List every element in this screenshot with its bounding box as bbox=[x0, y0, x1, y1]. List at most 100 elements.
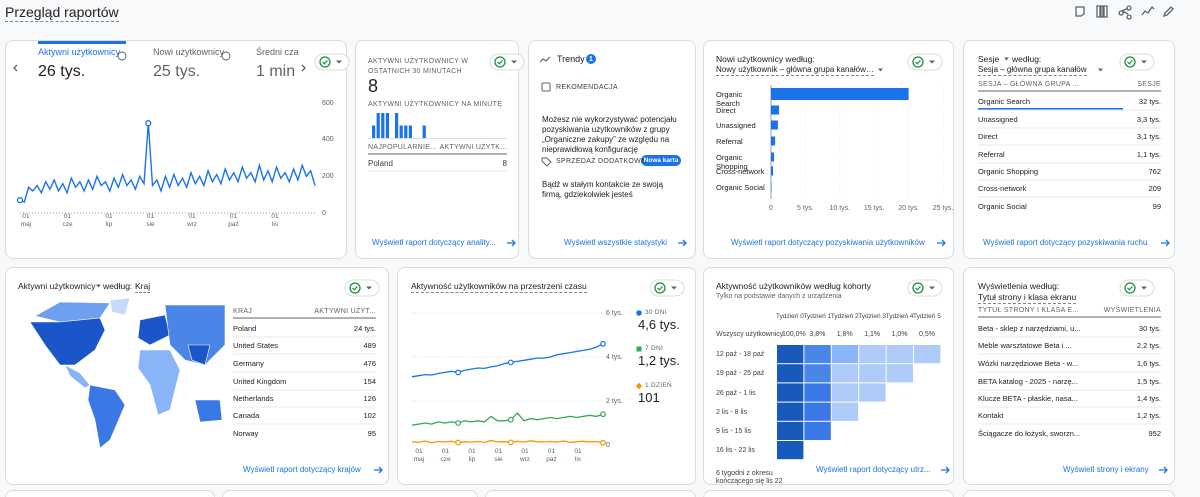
compare-pill bbox=[649, 279, 685, 297]
table-cell: 952 bbox=[1148, 428, 1161, 438]
card-title: Trendy bbox=[557, 53, 585, 64]
minute-bar bbox=[372, 125, 376, 138]
row-label: 2 lis - 8 lis bbox=[716, 408, 748, 416]
metric-picker[interactable]: Sesje bbox=[978, 53, 1000, 64]
dimension-picker[interactable]: Kraj bbox=[135, 280, 151, 293]
table-cell: 24 tys. bbox=[353, 323, 376, 333]
table-cell: Ściągacze do łożysk, sworzn... bbox=[978, 428, 1081, 438]
toolbar-icon bbox=[1141, 5, 1155, 16]
column-header: WYŚWIETLENIA bbox=[1103, 306, 1161, 314]
y-tick-label: 600 bbox=[322, 99, 334, 107]
tab-label[interactable]: Aktywni użytkownicy bbox=[38, 46, 121, 57]
card-link[interactable]: Wyświetl raport dotyczący krajów bbox=[243, 465, 361, 474]
tab-value: 26 tys. bbox=[38, 63, 86, 80]
tab-label[interactable]: Średni cza bbox=[256, 46, 299, 57]
metric-picker[interactable]: Aktywni użytkownicy bbox=[18, 280, 96, 291]
minute-bar bbox=[408, 125, 412, 138]
point-marker bbox=[507, 439, 514, 446]
card-title: według: bbox=[1012, 53, 1042, 64]
column-header: Tydzień 1 bbox=[803, 313, 832, 320]
x-tick-label: 01 bbox=[146, 213, 155, 220]
cohort-cell bbox=[859, 364, 886, 383]
card-link[interactable]: Wyświetl raport dotyczący pozyskiwania r… bbox=[983, 238, 1148, 247]
card-link[interactable]: Wyświetl strony i ekrany bbox=[1063, 465, 1149, 474]
badge bbox=[641, 155, 681, 166]
metric-value: 8 bbox=[368, 75, 379, 96]
x-tick-label: lip bbox=[105, 221, 113, 228]
cohort-cell bbox=[831, 364, 859, 383]
point-marker bbox=[600, 340, 606, 347]
minute-bar bbox=[395, 113, 399, 138]
y-tick-label: 6 tys. bbox=[606, 309, 623, 317]
dimension-picker[interactable]: Tytuł strony i klasa ekranu bbox=[978, 291, 1077, 304]
x-tick-label: 20 tys. bbox=[898, 204, 919, 212]
x-tick-label: sie bbox=[494, 456, 503, 463]
row-label: 19 paź - 25 paź bbox=[716, 370, 765, 378]
row-label: Wszyscy użytkownicy bbox=[716, 330, 784, 338]
cohort-cell bbox=[859, 345, 886, 364]
card-link[interactable]: Wyświetl wszystkie statystyki bbox=[564, 238, 668, 247]
row-label: 9 lis - 15 lis bbox=[716, 427, 752, 435]
card-link[interactable]: Wyświetl raport dotyczący pozyskiwania u… bbox=[731, 238, 925, 247]
x-tick-label: cze bbox=[440, 456, 451, 463]
series-line bbox=[411, 439, 604, 444]
tab-value: 1 min bbox=[256, 63, 296, 80]
card-link[interactable]: Wyświetl raport dotyczący anality... bbox=[372, 238, 496, 247]
cohort-total: 1,0% bbox=[891, 330, 908, 338]
check-icon bbox=[349, 282, 361, 294]
bar bbox=[771, 120, 778, 130]
map-region bbox=[64, 364, 91, 389]
check-mark bbox=[915, 59, 921, 65]
card bbox=[703, 40, 954, 259]
point-marker bbox=[507, 416, 514, 423]
card bbox=[963, 40, 1175, 259]
category-label: Direct bbox=[716, 105, 736, 115]
column-header: Tydzień 0 bbox=[776, 313, 804, 320]
category-label: Organic Social bbox=[716, 182, 765, 192]
dropdown-icon bbox=[1141, 60, 1147, 64]
footer-note: 6 tygodni z okresu kończącego się lis 22 bbox=[716, 470, 783, 485]
x-tick-label: lip bbox=[468, 456, 476, 463]
table-cell: Organic Search bbox=[978, 96, 1031, 106]
table-cell: Poland bbox=[368, 159, 393, 168]
legend-value: 101 bbox=[638, 390, 660, 405]
cohort-cell bbox=[777, 364, 804, 383]
map-region bbox=[194, 399, 223, 423]
point-marker bbox=[455, 369, 462, 376]
compare-pill bbox=[344, 279, 380, 297]
tab-label[interactable]: Nowi użytkownicy bbox=[153, 46, 225, 57]
cohort-cell bbox=[777, 383, 804, 402]
card-title: Aktywność użytkowników na przestrzeni cz… bbox=[411, 280, 587, 293]
card-link[interactable]: Wyświetl raport dotyczący utrz... bbox=[816, 465, 931, 474]
trend-icon bbox=[539, 56, 551, 63]
x-tick-label: 01 bbox=[271, 213, 279, 220]
x-tick-label: 01 bbox=[521, 448, 529, 455]
toolbar-icon bbox=[1118, 5, 1132, 20]
cohort-cell bbox=[777, 421, 804, 440]
arrow-icon bbox=[941, 466, 950, 474]
arrow-icon bbox=[1159, 466, 1168, 474]
row-label: 16 lis - 22 lis bbox=[716, 447, 755, 455]
check-mark bbox=[657, 285, 663, 291]
column-header: Tydzień 3 bbox=[858, 313, 887, 320]
dimension-picker[interactable]: Nowy użytkownik – główna grupa kanałów… bbox=[716, 65, 874, 76]
dimension-picker[interactable]: Sesja – główna grupa kanałów bbox=[978, 65, 1087, 76]
category-label: Organic Shopping bbox=[716, 152, 748, 171]
cohort-total: 1,1% bbox=[864, 330, 881, 338]
share-bar bbox=[978, 108, 1123, 110]
point-marker bbox=[600, 411, 606, 418]
compare-pill bbox=[907, 53, 943, 71]
point-marker bbox=[507, 359, 514, 366]
map-region bbox=[34, 301, 111, 323]
upsell-text: Bądź w stałym kontakcie ze swoją firmą, … bbox=[542, 180, 663, 199]
x-tick-label: 01 bbox=[415, 448, 423, 455]
users-line bbox=[19, 123, 316, 203]
legend-value: 1,2 tys. bbox=[638, 353, 680, 368]
card bbox=[528, 40, 696, 259]
cohort-cell bbox=[804, 383, 831, 402]
x-tick-label: 01 bbox=[22, 213, 30, 220]
x-tick-label: 01 bbox=[547, 448, 556, 455]
cohort-total: 1,8% bbox=[836, 330, 853, 338]
x-tick-label: cze bbox=[62, 221, 73, 228]
